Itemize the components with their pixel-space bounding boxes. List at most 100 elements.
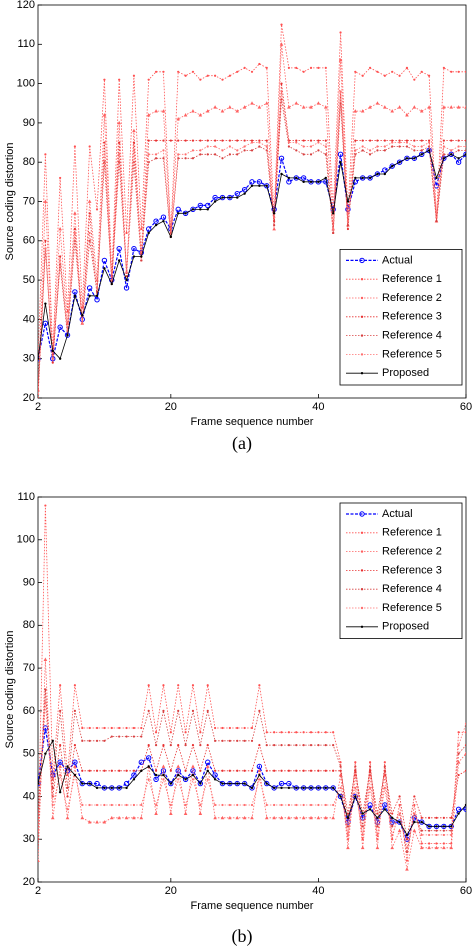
- point: [58, 357, 62, 360]
- point: [375, 845, 380, 850]
- point: [175, 206, 181, 213]
- point: [110, 735, 113, 738]
- point: [138, 759, 145, 765]
- point: [376, 812, 379, 815]
- point: [376, 833, 379, 837]
- point: [450, 149, 453, 152]
- point: [154, 109, 158, 113]
- y-tick-label: 70: [23, 662, 35, 674]
- point: [280, 731, 283, 734]
- point: [273, 216, 276, 219]
- point: [220, 109, 225, 113]
- point: [131, 245, 137, 252]
- y-tick-label: 30: [23, 353, 35, 365]
- point: [391, 139, 394, 142]
- point: [309, 744, 313, 747]
- point: [59, 709, 62, 712]
- point: [250, 739, 254, 742]
- point: [258, 62, 261, 66]
- point: [449, 845, 454, 850]
- point: [95, 739, 99, 742]
- point: [339, 161, 342, 164]
- legend-marker: [359, 511, 365, 517]
- point: [51, 803, 54, 807]
- point: [228, 139, 231, 142]
- point: [191, 764, 195, 768]
- point: [273, 803, 276, 807]
- point: [391, 825, 394, 828]
- point: [317, 731, 320, 734]
- point: [206, 744, 209, 747]
- point: [206, 208, 209, 211]
- point: [286, 179, 292, 185]
- point: [302, 803, 305, 807]
- point: [339, 765, 342, 768]
- x-tick-label: 20: [165, 885, 177, 897]
- point: [184, 731, 187, 734]
- point: [221, 139, 224, 142]
- x-tick-label: 2: [35, 885, 41, 897]
- point: [405, 838, 409, 841]
- point: [354, 70, 357, 73]
- point: [58, 227, 62, 231]
- x-axis-label: Frame sequence number: [191, 900, 314, 912]
- point: [177, 778, 180, 781]
- point: [199, 153, 202, 156]
- point: [66, 765, 69, 768]
- point: [287, 769, 290, 772]
- point: [117, 120, 121, 125]
- point: [191, 109, 195, 113]
- point: [162, 139, 165, 142]
- x-tick-label: 60: [460, 401, 472, 413]
- point: [295, 803, 298, 807]
- point: [73, 744, 76, 747]
- legend-marker: [360, 315, 364, 318]
- point: [154, 223, 158, 227]
- point: [428, 74, 431, 77]
- point: [382, 167, 388, 173]
- point: [236, 782, 239, 785]
- point: [294, 101, 299, 105]
- point: [206, 778, 209, 781]
- legend-marker: [360, 569, 364, 572]
- point: [346, 220, 350, 223]
- point: [212, 772, 218, 778]
- point: [338, 58, 343, 62]
- point: [256, 763, 263, 770]
- point: [302, 786, 305, 790]
- point: [250, 786, 254, 790]
- point: [464, 722, 466, 725]
- point: [324, 176, 327, 180]
- legend-label: Reference 5: [382, 348, 442, 360]
- series-line: [38, 91, 466, 395]
- point: [236, 139, 239, 142]
- point: [324, 803, 327, 807]
- point: [464, 803, 466, 807]
- point: [81, 726, 84, 730]
- point: [280, 82, 283, 85]
- point: [44, 247, 47, 250]
- point: [214, 145, 217, 148]
- point: [337, 793, 344, 800]
- point: [413, 145, 416, 148]
- point: [214, 739, 217, 742]
- point: [169, 803, 172, 807]
- point: [58, 764, 62, 768]
- point: [236, 739, 239, 742]
- point: [389, 163, 395, 169]
- point: [132, 803, 136, 807]
- point: [317, 769, 320, 772]
- point: [169, 235, 173, 239]
- point: [265, 769, 268, 772]
- point: [199, 208, 202, 211]
- point: [287, 141, 290, 144]
- point: [125, 803, 128, 807]
- point: [73, 231, 76, 235]
- point: [428, 141, 431, 144]
- point: [191, 684, 195, 687]
- point: [273, 744, 276, 747]
- point: [273, 223, 276, 227]
- point: [383, 761, 386, 764]
- x-tick-label: 20: [165, 401, 177, 413]
- point: [376, 145, 379, 148]
